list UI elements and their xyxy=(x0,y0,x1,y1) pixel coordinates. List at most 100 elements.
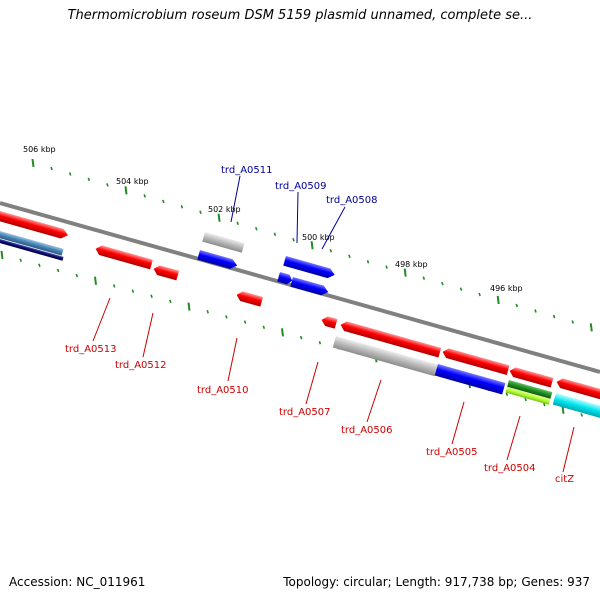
gene-trd-A0504[interactable] xyxy=(505,380,553,405)
gene-label-trd-A0505[interactable]: trd_A0505 xyxy=(426,447,478,458)
scale-labels: 506 kbp 504 kbp 502 kbp 500 kbp 498 kbp … xyxy=(23,145,523,293)
accession-label: Accession: NC_011961 xyxy=(9,575,146,589)
gene-trd-A0507[interactable] xyxy=(320,315,338,329)
minor-tick xyxy=(441,281,444,286)
major-tick xyxy=(403,268,407,277)
minor-tick xyxy=(87,177,91,182)
major-tick xyxy=(281,328,284,337)
minor-tick xyxy=(255,227,258,231)
outer-tick-row xyxy=(31,158,593,332)
minor-tick xyxy=(543,402,546,407)
minor-tick xyxy=(169,299,172,304)
gene-label-citZ[interactable]: citZ xyxy=(555,474,574,485)
gene-blue-1[interactable] xyxy=(197,250,238,270)
minor-tick xyxy=(273,232,277,237)
gene-trd-A0508[interactable] xyxy=(290,277,329,297)
minor-tick xyxy=(56,268,60,273)
topology-label: Topology: circular; xyxy=(283,575,392,589)
minor-tick xyxy=(162,199,165,204)
minor-tick xyxy=(243,320,247,324)
minor-tick xyxy=(459,287,463,291)
gene-trd-A0505[interactable] xyxy=(434,364,506,395)
minor-tick xyxy=(385,265,388,269)
gene-trd-A0513[interactable] xyxy=(94,244,153,270)
gene-trd-A0509[interactable] xyxy=(283,256,336,280)
gene-label-trd-A0511[interactable]: trd_A0511 xyxy=(221,165,273,176)
major-tick xyxy=(31,158,35,168)
scale-label-500: 500 kbp xyxy=(302,233,335,242)
minor-tick xyxy=(348,254,351,258)
gene-label-trd-A0507[interactable]: trd_A0507 xyxy=(279,407,331,418)
minor-tick xyxy=(422,276,426,280)
genes-label: Genes: 937 xyxy=(521,575,590,589)
gene-label-trd-A0510[interactable]: trd_A0510 xyxy=(197,385,249,396)
minor-tick xyxy=(292,237,295,242)
gene-left-navy[interactable] xyxy=(0,236,64,261)
gene-red-4[interactable] xyxy=(555,377,600,403)
gene-left-steel[interactable] xyxy=(0,228,64,256)
major-tick xyxy=(589,323,593,332)
scale-label-504: 504 kbp xyxy=(116,177,149,186)
gene-red-2[interactable] xyxy=(441,347,510,376)
gene-label-trd-A0504[interactable]: trd_A0504 xyxy=(484,463,536,474)
gene-red-3[interactable] xyxy=(508,366,554,388)
minor-tick xyxy=(19,258,22,262)
minor-tick xyxy=(68,172,72,176)
major-tick xyxy=(124,186,128,195)
major-tick xyxy=(496,295,500,305)
minor-tick xyxy=(236,221,239,226)
gene-trd-A0510[interactable] xyxy=(235,290,264,307)
minor-tick xyxy=(225,315,228,319)
gene-label-trd-A0506[interactable]: trd_A0506 xyxy=(341,425,393,436)
minor-tick xyxy=(131,289,135,293)
gene-label-trd-A0513[interactable]: trd_A0513 xyxy=(65,344,117,355)
gene-label-trd-A0508[interactable]: trd_A0508 xyxy=(326,195,378,206)
minor-tick xyxy=(318,340,322,345)
map-title: Thermomicrobium roseum DSM 5159 plasmid … xyxy=(67,8,533,23)
gene-label-trd-A0509[interactable]: trd_A0509 xyxy=(275,181,327,192)
minor-tick xyxy=(299,335,303,340)
minor-tick xyxy=(505,392,509,397)
minor-tick xyxy=(106,183,109,187)
minor-tick xyxy=(478,292,481,297)
scale-label-502: 502 kbp xyxy=(208,205,241,214)
major-tick xyxy=(0,250,4,260)
major-tick xyxy=(94,276,97,285)
minor-tick xyxy=(571,320,574,324)
gene-label-trd-A0512[interactable]: trd_A0512 xyxy=(115,360,167,371)
minor-tick xyxy=(112,284,116,288)
minor-tick xyxy=(524,397,527,402)
genome-summary: Topology: circular; Length: 917,738 bp; … xyxy=(283,575,590,589)
minor-tick xyxy=(552,314,556,319)
minor-tick xyxy=(262,325,266,329)
scale-label-506: 506 kbp xyxy=(23,145,56,154)
gene-blue-small[interactable] xyxy=(277,272,293,285)
minor-tick xyxy=(75,273,79,278)
minor-tick xyxy=(150,294,153,299)
gene-left-top-red[interactable] xyxy=(0,208,69,240)
minor-tick xyxy=(329,248,333,253)
gene-trd-A0511[interactable] xyxy=(202,232,245,253)
gene-labels: trd_A0511 trd_A0509 trd_A0508 trd_A0513 … xyxy=(65,165,574,485)
gene-trd-A0506-red[interactable] xyxy=(339,320,442,358)
label-pointers xyxy=(92,175,575,473)
gene-trd-A0512[interactable] xyxy=(152,264,180,281)
scale-label-496: 496 kbp xyxy=(490,284,523,293)
major-tick xyxy=(217,213,221,222)
minor-tick xyxy=(180,205,184,209)
minor-tick xyxy=(515,303,519,308)
gene-citZ[interactable] xyxy=(552,393,600,421)
gene-trd-A0506[interactable] xyxy=(332,336,439,377)
minor-tick xyxy=(206,310,209,314)
minor-tick xyxy=(580,413,583,417)
minor-tick xyxy=(38,263,41,268)
major-tick xyxy=(187,302,191,311)
length-label: Length: 917,738 bp; xyxy=(395,575,518,589)
scale-label-498: 498 kbp xyxy=(395,260,428,269)
major-tick xyxy=(310,241,314,250)
minor-tick xyxy=(199,210,202,215)
minor-tick xyxy=(50,166,53,171)
minor-tick xyxy=(366,259,370,264)
minor-tick xyxy=(534,309,537,313)
